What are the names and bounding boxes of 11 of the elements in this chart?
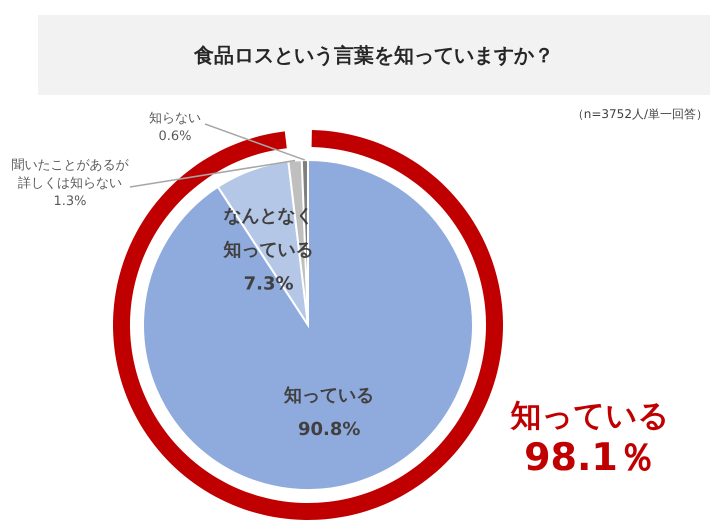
pie-slice bbox=[142, 159, 474, 491]
data-label: 90.8% bbox=[298, 419, 360, 440]
slice-label: 知っている bbox=[283, 385, 374, 406]
slice-label: 知らない bbox=[149, 111, 201, 126]
text: 98.1％ bbox=[524, 435, 656, 480]
data-label: 0.6% bbox=[158, 129, 192, 144]
text: （n=3752人/単一回答） bbox=[572, 106, 708, 123]
slice-label: 知っている bbox=[509, 398, 670, 436]
chart-title: 食品ロスという言葉を知っていますか？ bbox=[38, 15, 710, 95]
slice-label: 聞いたことがあるが詳しくは知らない bbox=[12, 158, 130, 191]
data-label: 1.3% bbox=[53, 194, 87, 209]
